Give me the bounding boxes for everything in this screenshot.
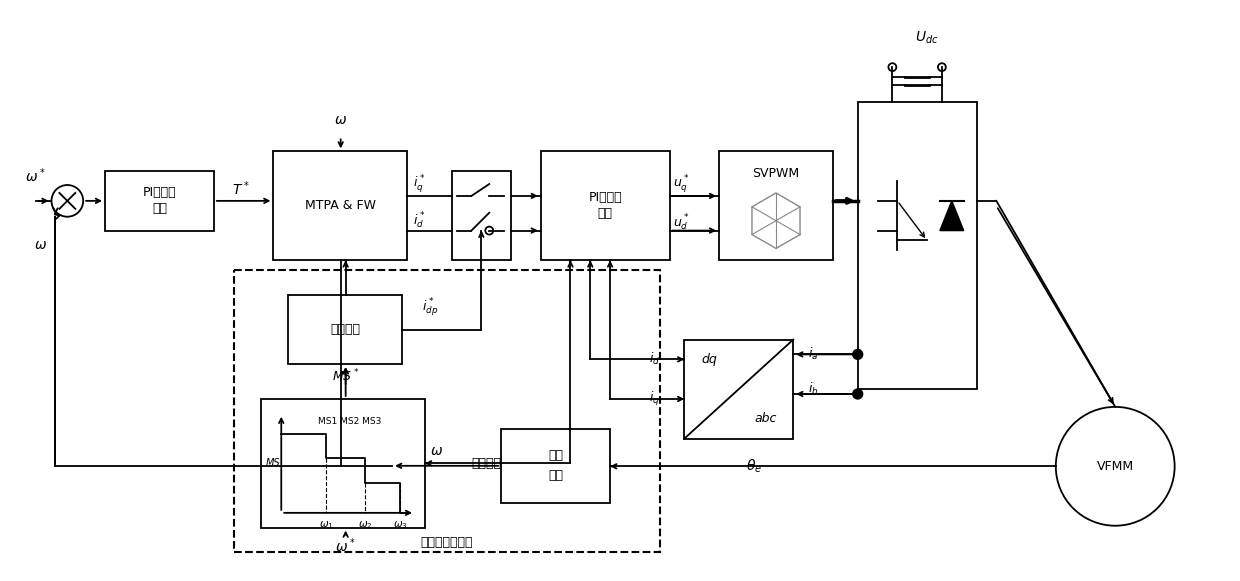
Text: MTPA & FW: MTPA & FW: [305, 199, 376, 212]
Text: 转速: 转速: [548, 449, 563, 462]
Text: PI电流控: PI电流控: [588, 191, 622, 205]
Text: $\omega_1$: $\omega_1$: [319, 519, 334, 530]
Text: $i_q$: $i_q$: [649, 390, 660, 408]
Bar: [273, 151, 407, 260]
Text: $\omega$: $\omega$: [430, 444, 443, 458]
Text: $\omega^*$: $\omega^*$: [335, 536, 356, 555]
Bar: [288, 295, 402, 364]
Text: 制器: 制器: [153, 202, 167, 216]
Bar: [541, 151, 670, 260]
Text: $u_d^*$: $u_d^*$: [673, 213, 689, 233]
Text: $i_d$: $i_d$: [649, 352, 660, 367]
Bar: [233, 270, 660, 553]
Bar: [501, 429, 610, 503]
Circle shape: [853, 389, 863, 399]
Text: $i_{dp}^*$: $i_{dp}^*$: [422, 297, 438, 319]
Circle shape: [853, 349, 863, 359]
Bar: [684, 339, 794, 439]
Text: $\omega_2$: $\omega_2$: [358, 519, 373, 530]
Text: MS: MS: [267, 458, 280, 468]
Text: $i_q^*$: $i_q^*$: [413, 173, 425, 195]
Text: $\omega_3$: $\omega_3$: [393, 519, 408, 530]
Text: $\omega$: $\omega$: [33, 238, 47, 252]
Text: $i_d^*$: $i_d^*$: [413, 210, 425, 231]
Text: abc: abc: [754, 413, 776, 425]
Text: $\theta_e$: $\theta_e$: [745, 458, 761, 475]
Bar: [858, 102, 977, 389]
Text: $T^*$: $T^*$: [232, 180, 249, 198]
Text: $u_q^*$: $u_q^*$: [673, 173, 689, 195]
Text: 计算: 计算: [548, 469, 563, 482]
Text: PI转速控: PI转速控: [143, 187, 176, 199]
Polygon shape: [940, 201, 963, 231]
Text: SVPWM: SVPWM: [753, 167, 800, 180]
Text: VFMM: VFMM: [1096, 460, 1133, 473]
Text: $\omega^*$: $\omega^*$: [25, 167, 46, 185]
Text: 磁化状态控制器: 磁化状态控制器: [420, 536, 472, 549]
Text: $\omega$: $\omega$: [335, 113, 347, 127]
Bar: [719, 151, 833, 260]
Text: $i_a$: $i_a$: [808, 346, 818, 363]
Text: 脉冲产生: 脉冲产生: [330, 323, 360, 336]
Text: $MS^*$: $MS^*$: [332, 368, 360, 385]
Bar: [451, 171, 511, 260]
Text: MS1 MS2 MS3: MS1 MS2 MS3: [317, 417, 381, 426]
Bar: [262, 399, 425, 528]
Text: $U_{dc}$: $U_{dc}$: [915, 29, 939, 46]
Text: dq: dq: [702, 353, 717, 366]
Text: 制器: 制器: [598, 207, 613, 220]
Text: $i_b$: $i_b$: [808, 381, 818, 397]
Text: 切换信号: 切换信号: [471, 457, 501, 470]
Bar: [105, 171, 215, 231]
